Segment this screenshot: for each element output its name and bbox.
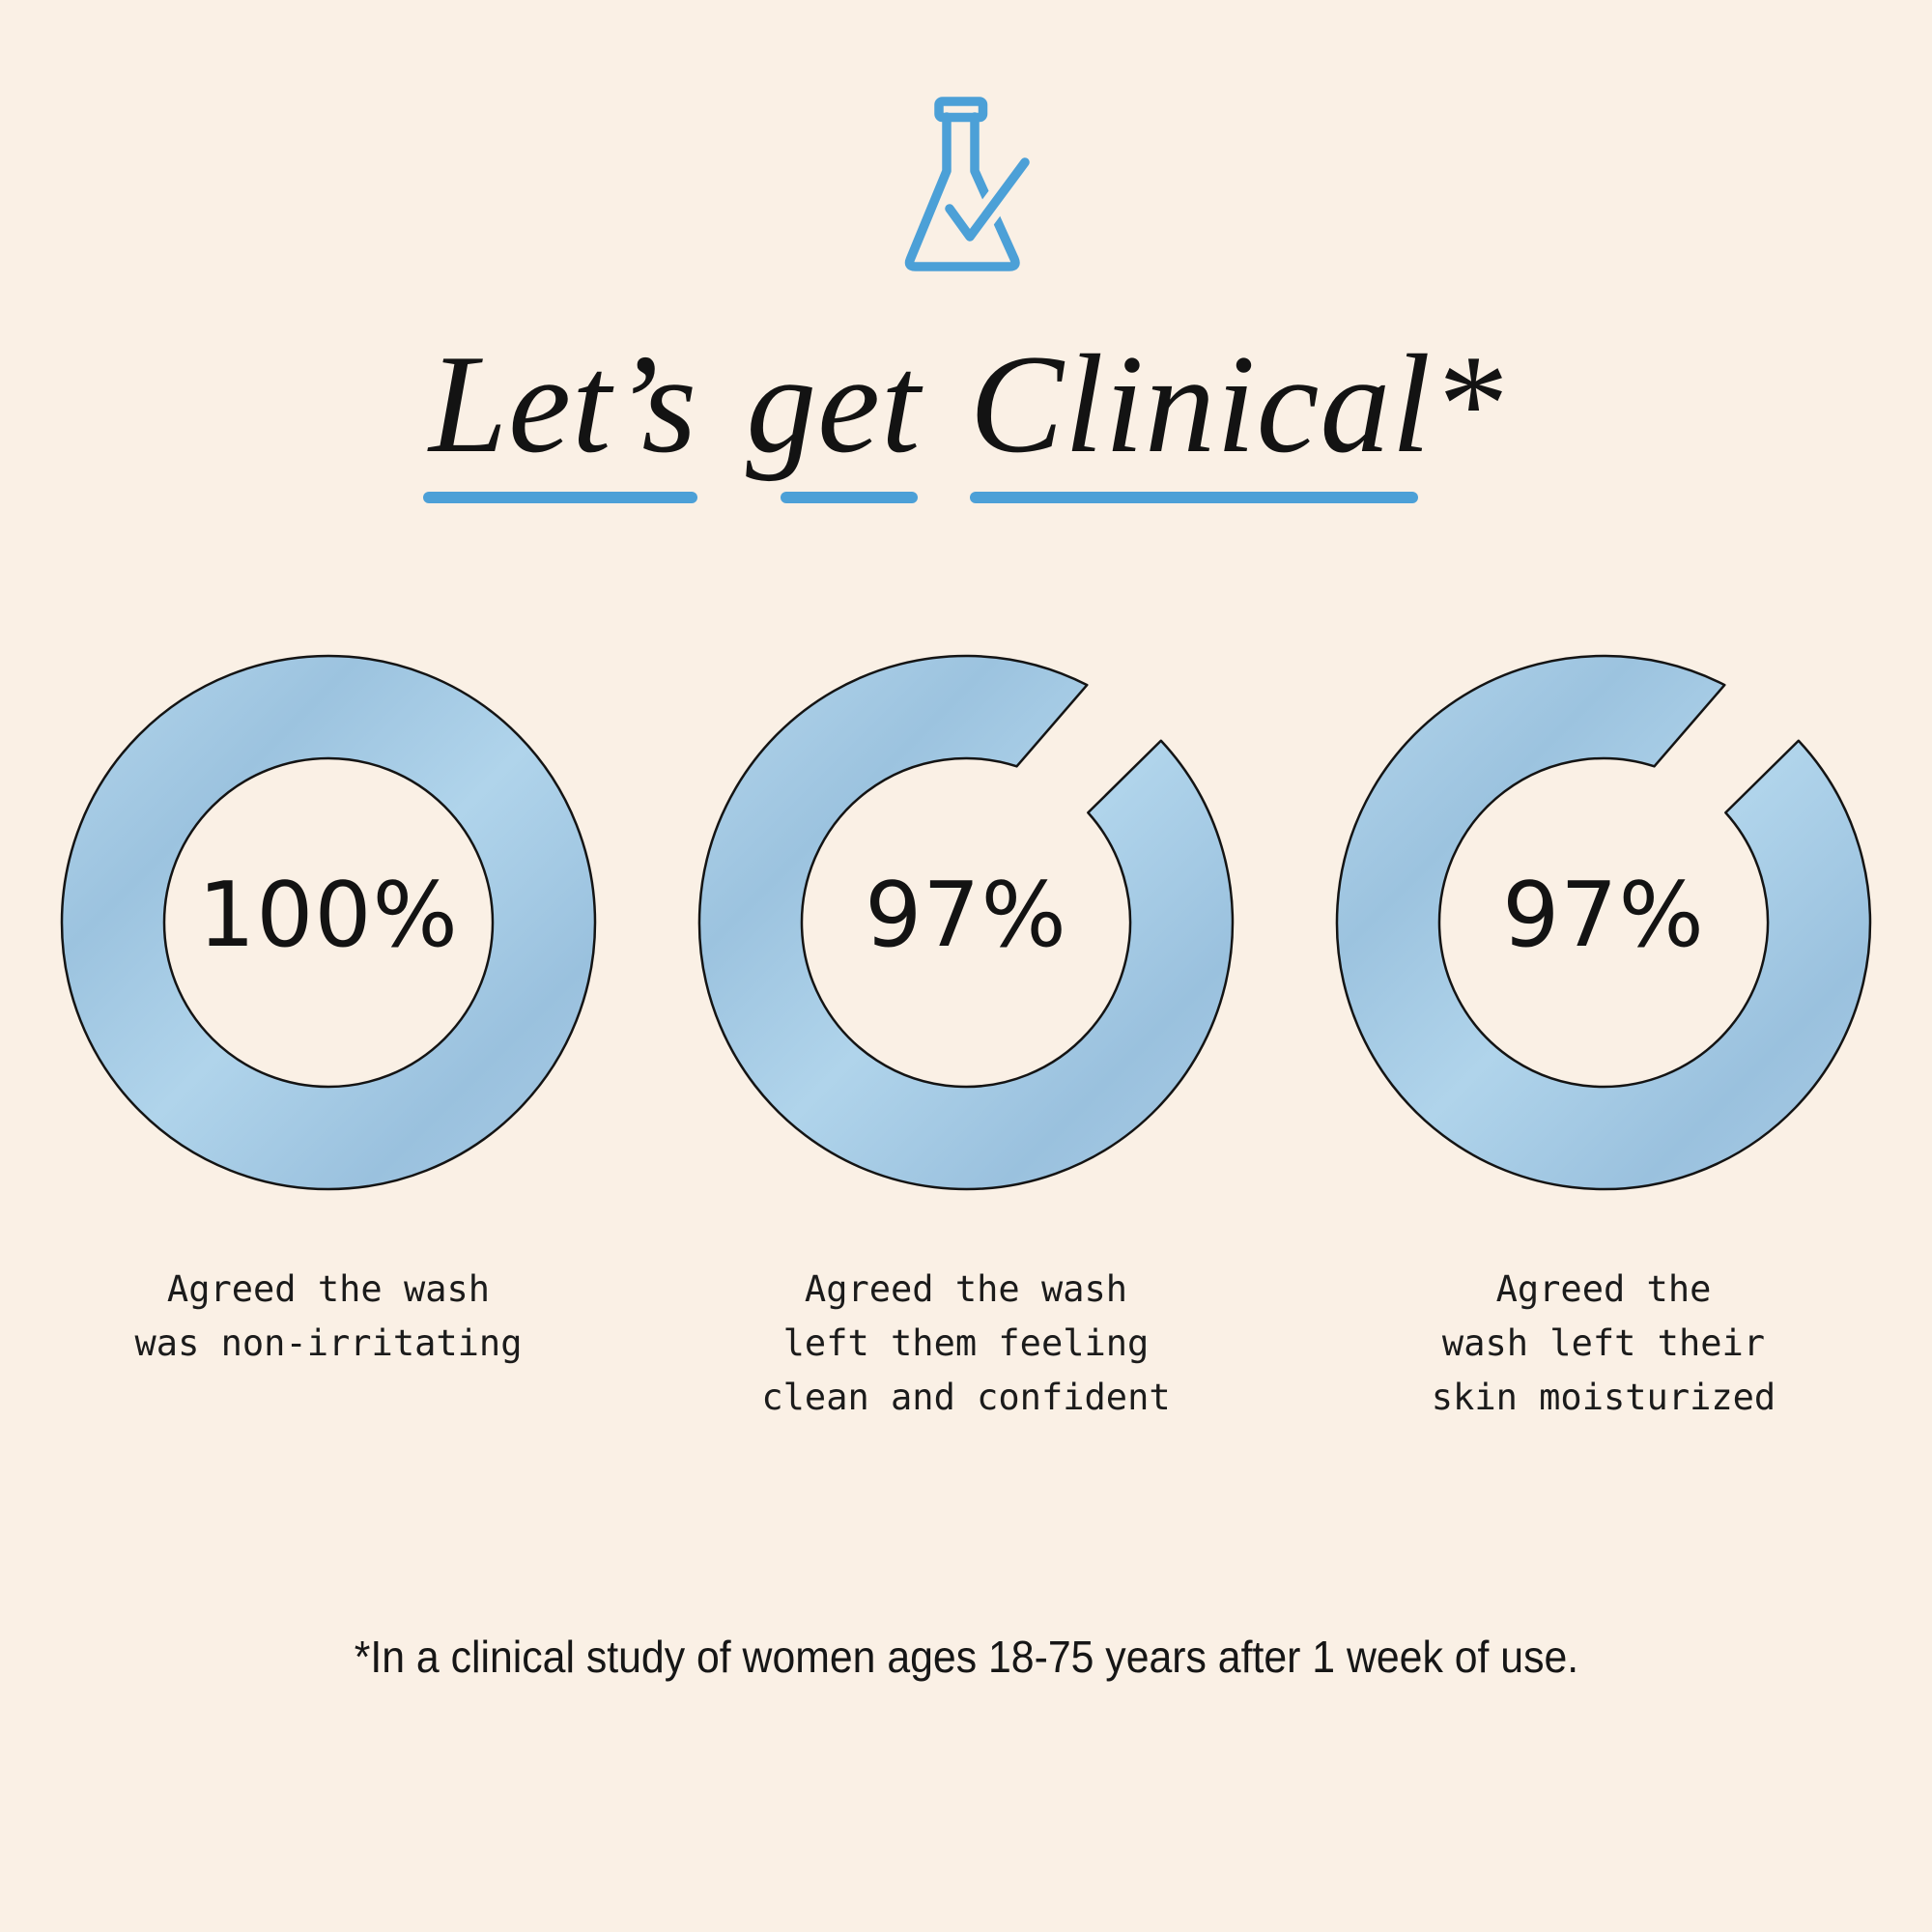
title-underline xyxy=(423,491,698,503)
donut-ring xyxy=(1335,654,1872,1191)
title-word-lets: Let’s xyxy=(423,326,698,515)
flask-body xyxy=(904,112,1020,271)
footnote-text: *In a clinical study of women ages 18-75… xyxy=(354,1632,1578,1682)
title-word-text: Let’s xyxy=(429,326,698,482)
checkmark-icon xyxy=(945,157,1030,242)
percent-label: 97% xyxy=(1502,863,1705,967)
flask-checkmark-icon xyxy=(904,97,1037,271)
footnote: *In a clinical study of women ages 18-75… xyxy=(0,1631,1932,1683)
donut-caption: Agreed the wash was non-irritating xyxy=(134,1268,523,1365)
donut-chart-non-irritating: 100% xyxy=(58,652,599,1193)
donut-chart-moisturized: 97% xyxy=(1333,652,1874,1193)
title-word-get: get xyxy=(746,327,921,515)
percent-label: 100% xyxy=(198,863,459,967)
stat-column-3: 97% Agreed the wash left their skin mois… xyxy=(1304,652,1903,1426)
flask-rim xyxy=(934,97,988,123)
percent-label: 97% xyxy=(865,863,1067,967)
title-word-clinical: Clinical* xyxy=(969,326,1503,515)
donut-ring xyxy=(60,654,597,1191)
stat-column-2: 97% Agreed the wash left them feeling cl… xyxy=(667,652,1265,1426)
title-underline xyxy=(781,491,918,503)
donut-ring xyxy=(697,654,1235,1191)
title-word-text: Clinical* xyxy=(969,326,1503,482)
donut-chart-clean-confident: 97% xyxy=(696,652,1236,1193)
donut-caption: Agreed the wash left them feeling clean … xyxy=(761,1268,1171,1419)
title-underline xyxy=(969,491,1418,503)
stat-column-1: 100% Agreed the wash was non-irritating xyxy=(29,652,628,1371)
page-title: Let’s get Clinical* xyxy=(0,327,1932,515)
title-word-text: get xyxy=(746,326,922,482)
donut-caption: Agreed the wash left their skin moisturi… xyxy=(1431,1268,1776,1419)
